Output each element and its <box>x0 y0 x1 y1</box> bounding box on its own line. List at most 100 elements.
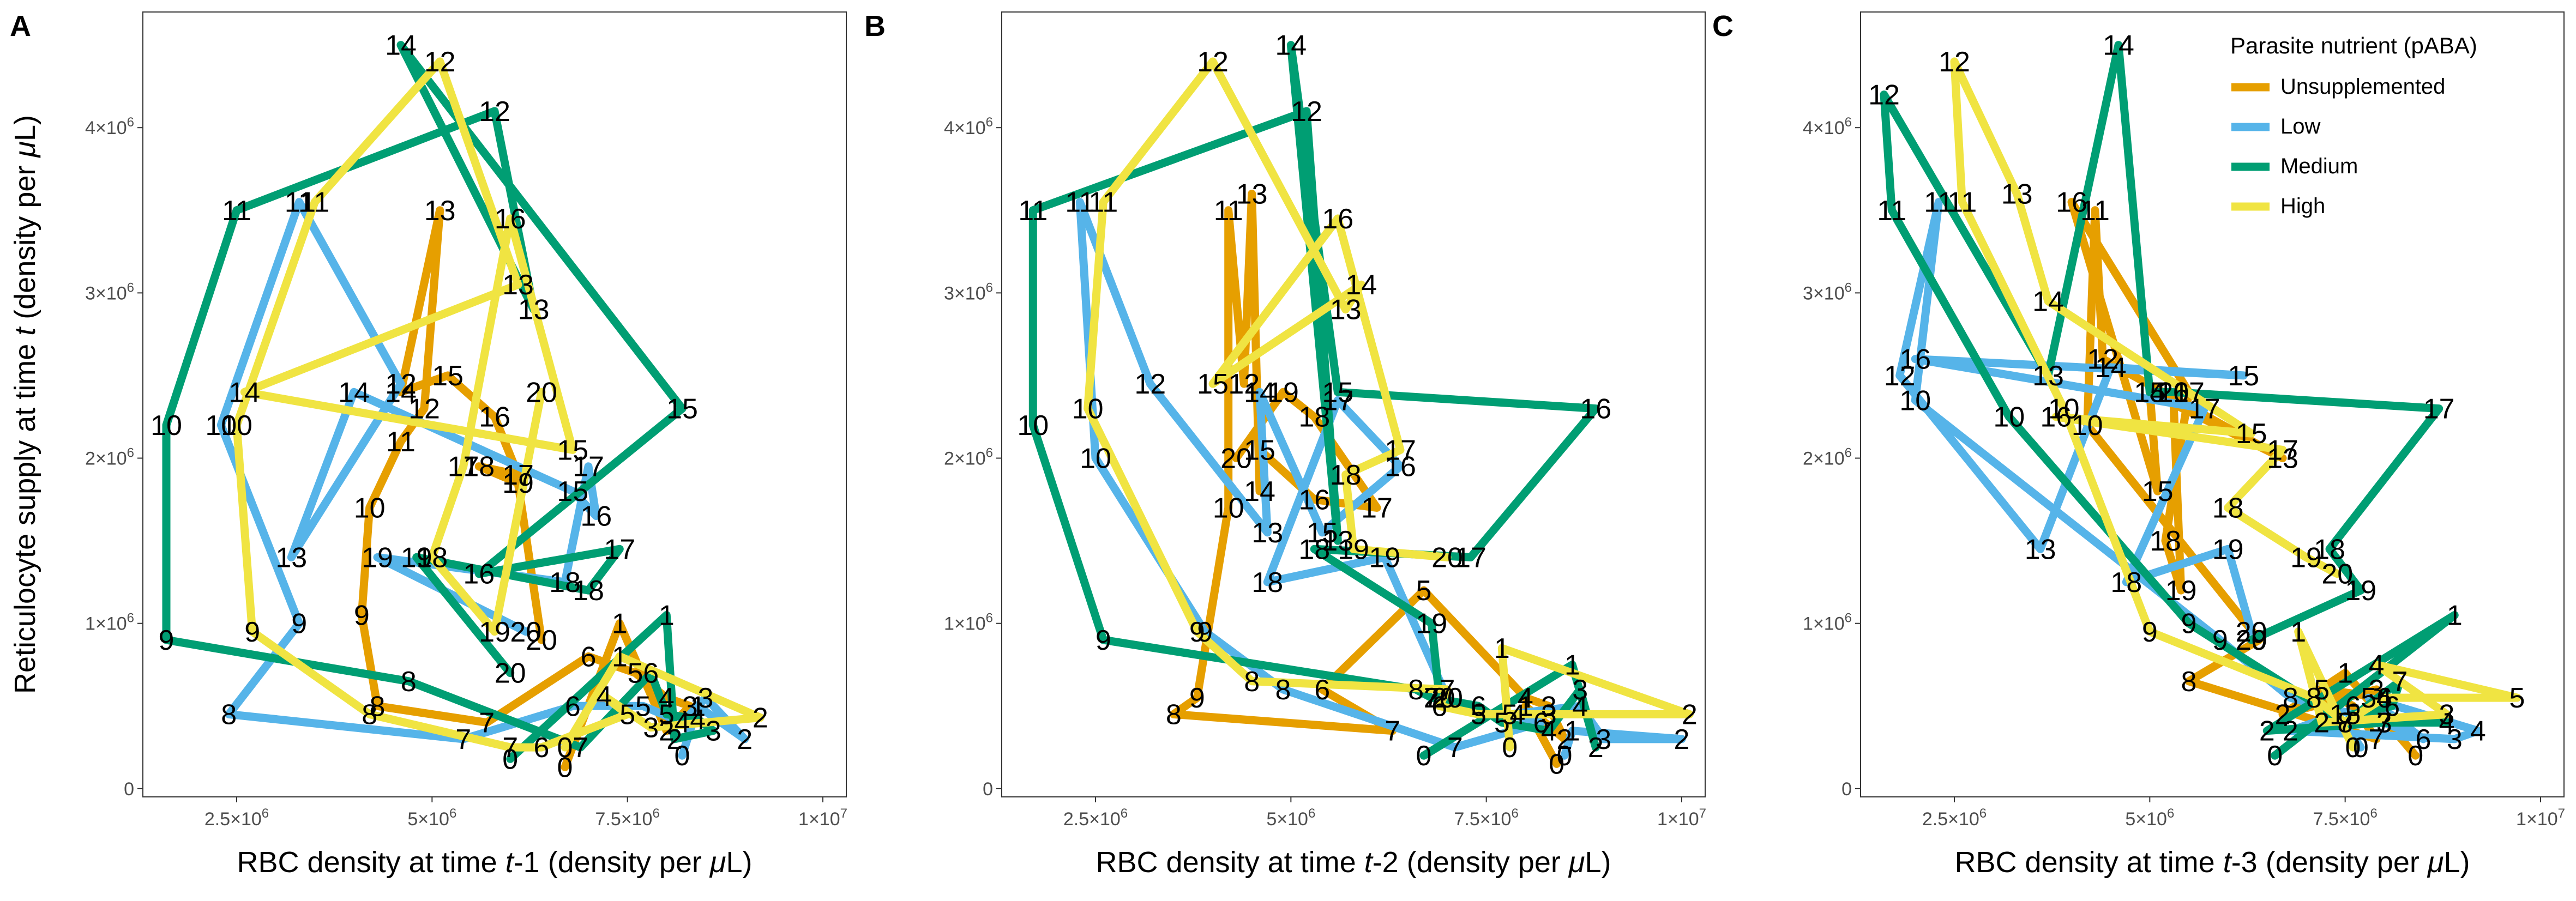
x-tick-label: 7.5×106 <box>2313 806 2378 830</box>
data-point-label: 16 <box>1298 484 1330 516</box>
data-point-label: 9 <box>159 625 174 656</box>
y-tick-label: 2×106 <box>1803 446 1852 469</box>
data-point-label: 4 <box>596 681 612 712</box>
data-point-label: 4 <box>675 708 690 739</box>
data-point-label: 11 <box>1877 195 1906 227</box>
data-point-label: 19 <box>479 616 510 648</box>
data-point-label: 4 <box>2470 716 2486 747</box>
data-point-label: 4 <box>2376 682 2392 714</box>
data-point-label: 11 <box>1065 187 1094 219</box>
data-point-label: 11 <box>386 426 416 458</box>
y-tick-label: 4×106 <box>944 115 993 138</box>
data-point-label: 3 <box>698 682 714 714</box>
data-point-label: 7 <box>1440 674 1455 706</box>
data-point-label: 0 <box>1502 732 1518 764</box>
data-point-label: 17 <box>1322 385 1353 416</box>
data-point-label: 13 <box>1322 525 1353 557</box>
data-point-label: 20 <box>2321 559 2353 590</box>
data-point-label: 14 <box>385 30 417 62</box>
data-point-label: 19 <box>1338 534 1369 565</box>
data-point-label: 5 <box>2509 682 2525 714</box>
data-point-label: 10 <box>1017 410 1049 442</box>
data-point-label: 8 <box>1275 674 1291 706</box>
data-point-label: 16 <box>1322 203 1353 235</box>
data-point-label: 12 <box>479 96 510 128</box>
data-point-label: 9 <box>2181 608 2197 640</box>
data-point-label: 10 <box>1899 385 1931 416</box>
x-tick-label: 1×107 <box>798 806 847 830</box>
data-point-label: 20 <box>510 616 541 648</box>
legend-label: Unsupplemented <box>2280 75 2445 99</box>
data-point-label: 7 <box>479 708 495 739</box>
data-point-label: 1 <box>1518 691 1533 722</box>
y-tick-label: 4×106 <box>85 115 134 138</box>
data-point-label: 4 <box>1572 691 1588 722</box>
data-point-label: 13 <box>1330 294 1362 326</box>
series-lines <box>1028 41 1694 768</box>
data-point-label: 4 <box>2439 708 2455 739</box>
data-point-label: 0 <box>2353 732 2369 764</box>
x-tick-label: 2.5×106 <box>1922 806 1987 830</box>
y-tick-label: 1×106 <box>1803 611 1852 634</box>
data-point-label: 19 <box>2165 575 2197 607</box>
data-point-label: 3 <box>1541 699 1557 730</box>
panel-c: C 2.5×106 5×106 7.5×106 1×107 0 1×106 2×106 3×10… <box>1712 10 2565 879</box>
data-point-label: 12 <box>1291 96 1322 128</box>
data-point-label: 15 <box>1307 517 1338 549</box>
data-point-label: 18 <box>1298 534 1330 565</box>
plot-frame <box>142 11 847 797</box>
data-point-label: 17 <box>604 534 635 565</box>
data-point-label: 20 <box>2236 616 2267 648</box>
y-tick-label: 0 <box>1841 779 1852 800</box>
series-lines <box>1880 41 2521 760</box>
data-point-label: 17 <box>2189 394 2220 425</box>
data-point-label: 16 <box>2056 187 2087 219</box>
data-point-label: 16 <box>2040 402 2072 433</box>
data-point-label: 9 <box>2212 625 2228 656</box>
series-line-low <box>1895 198 2482 752</box>
data-point-label: 13 <box>424 195 456 227</box>
data-point-label: 2 <box>1682 699 1698 730</box>
data-point-label: 20 <box>2157 377 2189 408</box>
data-point-label: 15 <box>666 394 698 425</box>
data-point-label: 5 <box>1502 699 1518 730</box>
data-point-label: 6 <box>2384 691 2400 722</box>
x-axis-title: RBC density at time t-3 (density per μL) <box>1955 846 2470 879</box>
data-point-label: 18 <box>549 567 581 598</box>
data-point-label: 15 <box>2134 377 2165 408</box>
data-point-label: 12 <box>1939 46 1970 78</box>
data-point-label: 1 <box>1564 650 1580 681</box>
data-point-label: 15 <box>1244 434 1275 466</box>
data-point-label: 13 <box>275 542 307 573</box>
data-point-label: 14 <box>385 377 417 408</box>
data-point-label: 6 <box>643 658 659 690</box>
data-point-label: 20 <box>1431 682 1463 714</box>
data-point-label: 13 <box>518 294 550 326</box>
data-point-label: 8 <box>2337 708 2353 739</box>
data-point-label: 17 <box>502 459 534 491</box>
data-point-label: 8 <box>2306 682 2322 714</box>
data-point-label: 5 <box>628 658 643 690</box>
data-point-label: 1 <box>612 641 628 673</box>
data-point-label: 3 <box>1572 674 1588 706</box>
data-point-label: 10 <box>2072 410 2103 442</box>
data-point-label: 13 <box>2267 443 2298 475</box>
data-point-label: 6 <box>1533 708 1549 739</box>
data-point-label: 17 <box>1455 542 1486 573</box>
data-point-label: 0 <box>2267 740 2283 772</box>
x-tick-label: 7.5×106 <box>1454 806 1519 830</box>
data-point-label: 2 <box>2314 708 2330 739</box>
data-point-label: 19 <box>1369 542 1400 573</box>
x-tick-label: 1×107 <box>1657 806 1706 830</box>
data-point-label: 10 <box>205 410 237 442</box>
data-point-label: 19 <box>1416 608 1447 640</box>
data-point-label: 9 <box>2142 616 2158 648</box>
series-line-medium <box>162 41 718 763</box>
data-point-label: 16 <box>1899 344 1931 376</box>
data-point-label: 5 <box>619 699 635 730</box>
data-point-label: 9 <box>291 608 307 640</box>
data-point-label: 8 <box>370 691 386 722</box>
data-point-label: 14 <box>2134 377 2165 408</box>
data-point-label: 3 <box>2376 708 2392 739</box>
data-point-label: 8 <box>221 699 237 730</box>
